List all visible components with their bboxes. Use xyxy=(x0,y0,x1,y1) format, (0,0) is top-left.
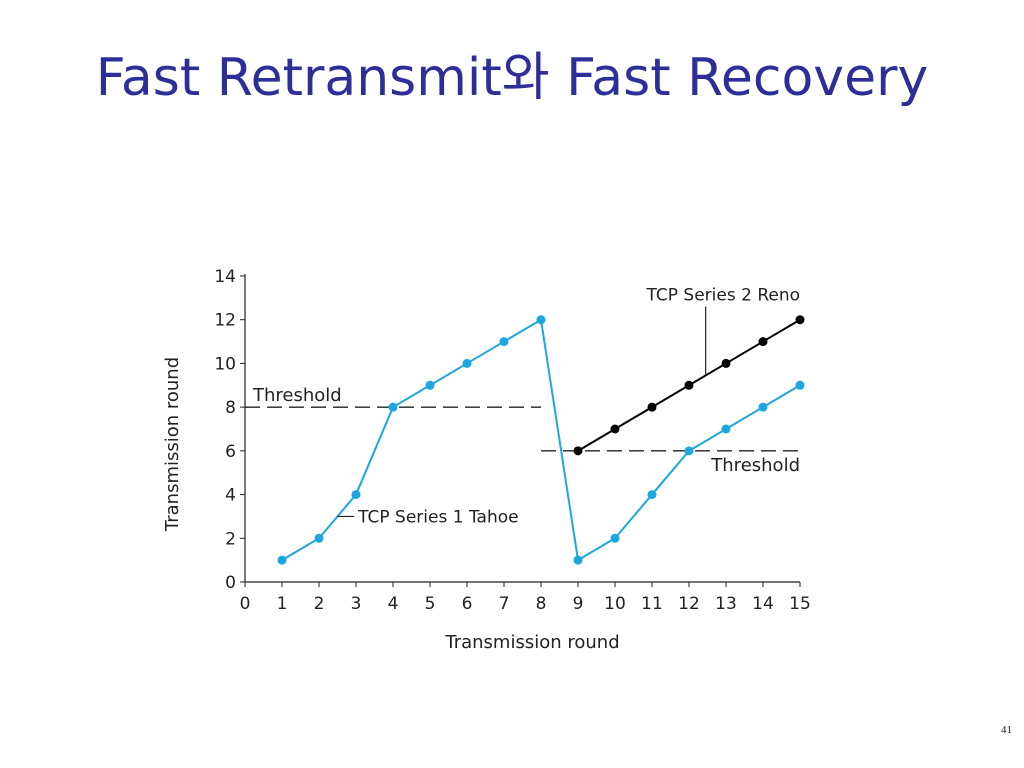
y-tick-label: 2 xyxy=(225,529,236,549)
point-tahoe xyxy=(610,533,620,543)
y-tick-label: 12 xyxy=(214,311,236,331)
x-tick-label: 2 xyxy=(314,594,325,614)
point-tahoe xyxy=(499,337,509,347)
point-reno xyxy=(647,402,657,412)
y-tick-label: 8 xyxy=(225,398,236,418)
point-tahoe xyxy=(536,315,546,325)
point-reno xyxy=(758,337,768,347)
point-tahoe xyxy=(277,555,287,565)
point-tahoe xyxy=(462,358,472,368)
x-tick-label: 10 xyxy=(604,594,626,614)
point-reno xyxy=(573,446,583,456)
point-tahoe xyxy=(314,533,324,543)
x-tick-label: 9 xyxy=(573,594,584,614)
x-tick-label: 6 xyxy=(462,594,473,614)
y-tick-label: 14 xyxy=(214,267,236,287)
chart: 0 2 4 6 8 10 12 14 0 1 2 3 4 5 6 7 8 9 10 11 12 13 14 15 Thresh… xyxy=(150,255,830,665)
x-tick-label: 14 xyxy=(752,594,774,614)
point-reno xyxy=(721,358,731,368)
axis-labels: Transmission round Transmission round xyxy=(162,357,620,653)
x-tick-label: 1 xyxy=(277,594,288,614)
point-reno xyxy=(795,315,805,325)
point-tahoe xyxy=(388,402,398,412)
x-tick-label: 5 xyxy=(425,594,436,614)
y-tick-label: 4 xyxy=(225,486,236,506)
point-reno xyxy=(684,380,694,390)
x-tick-label: 8 xyxy=(536,594,547,614)
x-tick-label: 4 xyxy=(388,594,399,614)
slide-title: Fast Retransmit와 Fast Recovery xyxy=(95,48,929,108)
x-tick-label: 3 xyxy=(351,594,362,614)
point-tahoe xyxy=(425,380,435,390)
point-tahoe xyxy=(684,446,694,456)
point-tahoe xyxy=(647,490,657,500)
x-tick-label: 12 xyxy=(678,594,700,614)
y-tick-label: 6 xyxy=(225,442,236,462)
point-tahoe xyxy=(795,380,805,390)
x-tick-label: 15 xyxy=(789,594,811,614)
x-tick-label: 11 xyxy=(641,594,663,614)
point-tahoe xyxy=(351,490,361,500)
y-tick-label: 10 xyxy=(214,354,236,374)
series-callouts: TCP Series 1 Tahoe TCP Series 2 Reno xyxy=(337,286,801,527)
x-axis-title: Transmission round xyxy=(444,632,619,653)
threshold-label: Threshold xyxy=(252,385,342,406)
point-tahoe xyxy=(721,424,731,434)
tahoe-callout-label: TCP Series 1 Tahoe xyxy=(357,507,518,527)
threshold-label: Threshold xyxy=(710,455,800,476)
y-axis-title: Transmission round xyxy=(162,357,183,532)
x-tick-label: 0 xyxy=(240,594,251,614)
y-tick-label: 0 xyxy=(225,573,236,593)
point-reno xyxy=(610,424,620,434)
page-number: 41 xyxy=(1001,724,1012,736)
x-tick-label: 7 xyxy=(499,594,510,614)
series-lines xyxy=(277,315,805,565)
point-tahoe xyxy=(758,402,768,412)
reno-callout-label: TCP Series 2 Reno xyxy=(646,286,801,306)
x-tick-label: 13 xyxy=(715,594,737,614)
point-tahoe xyxy=(573,555,583,565)
threshold-lines: Threshold Threshold xyxy=(245,385,800,476)
